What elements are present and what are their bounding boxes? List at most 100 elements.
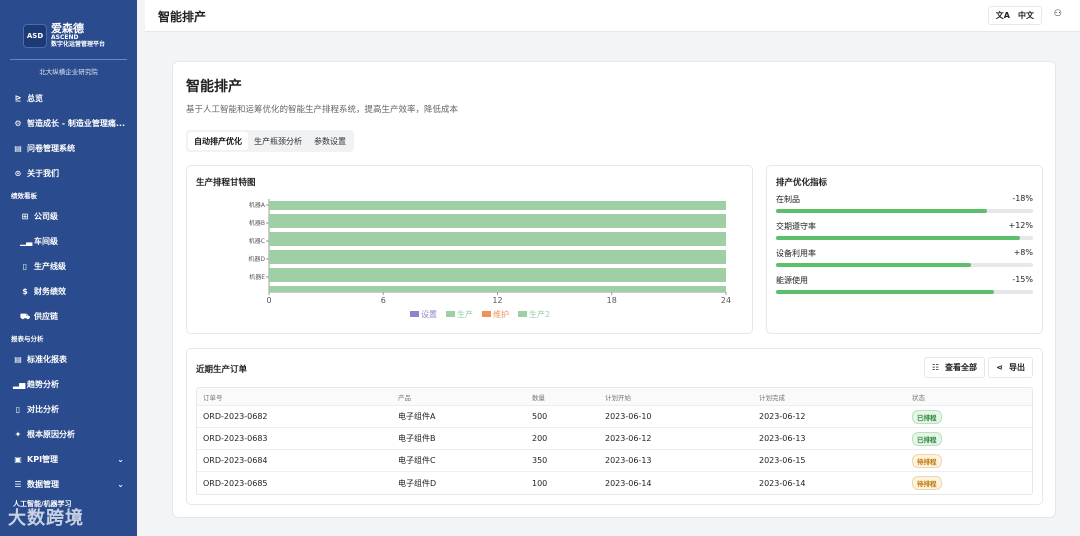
sidebar-item-standard-report[interactable]: ▤ 标准化报表 bbox=[0, 347, 137, 372]
sidebar-item-label: 关于我们 bbox=[27, 169, 59, 178]
bar-production2 bbox=[269, 268, 726, 274]
export-button[interactable]: ⋖ 导出 bbox=[988, 357, 1033, 378]
sidebar-item-line[interactable]: ▯ 生产线级 bbox=[0, 254, 137, 279]
chevron-down-icon: ⌄ bbox=[117, 455, 124, 464]
brand-name: 爱森德 bbox=[51, 21, 84, 35]
planned-end: 2023-06-15 bbox=[759, 456, 806, 465]
metric-utilization: 设备利用率 +8% bbox=[776, 248, 1033, 267]
section-performance: 绩效看板 bbox=[11, 192, 37, 200]
bar-production2 bbox=[269, 250, 726, 256]
metric-label: 能源使用 bbox=[776, 276, 808, 285]
sidebar-item-supply[interactable]: ⛟ 供应链 bbox=[0, 304, 137, 329]
product: 电子组件C bbox=[398, 456, 436, 465]
sidebar-item-manufacturing[interactable]: ⚙ 智造成长 - 制造业管理痛... bbox=[0, 111, 137, 136]
sidebar-item-finance[interactable]: $ 财务绩效 bbox=[0, 279, 137, 304]
column-header: 数量 bbox=[532, 393, 545, 402]
kpi-icon: ▣ bbox=[14, 455, 22, 464]
table-row[interactable]: ORD-2023-0684 电子组件C 350 2023-06-13 2023-… bbox=[197, 450, 1032, 472]
gantt-panel: 生产排程甘特图 机器A 机器B 机器C 机器D 机器E 0 6 12 18 24 设置 生产 维护 生产2 bbox=[186, 165, 753, 334]
metric-bar-fill bbox=[776, 236, 1021, 240]
settings-icon: ⚙ bbox=[14, 119, 22, 128]
orders-panel: 近期生产订单 ☷ 查看全部 ⋖ 导出 订单号 产品 数量 计划开始 计划完成 状态 … bbox=[186, 348, 1043, 505]
status-badge: 已排程 bbox=[912, 409, 942, 424]
top-header: 智能排产 文A 中文 ⚇ bbox=[145, 0, 1080, 32]
orders-title: 近期生产订单 bbox=[196, 365, 248, 375]
x-tick-label: 6 bbox=[381, 296, 386, 305]
tab-parameters[interactable]: 参数设置 bbox=[314, 136, 346, 146]
metric-delivery: 交期遵守率 +12% bbox=[776, 221, 1033, 240]
brand-en: ASCEND bbox=[51, 34, 79, 42]
sidebar-item-about[interactable]: ⊙ 关于我们 bbox=[0, 161, 137, 186]
column-header: 计划开始 bbox=[605, 393, 631, 402]
sidebar-item-company[interactable]: ⊞ 公司级 bbox=[0, 204, 137, 229]
table-row[interactable]: ORD-2023-0682 电子组件A 500 2023-06-10 2023-… bbox=[197, 406, 1032, 428]
language-button[interactable]: 文A 中文 bbox=[987, 6, 1042, 25]
x-tick-label: 12 bbox=[492, 296, 502, 305]
quantity: 350 bbox=[532, 456, 548, 465]
header-title: 智能排产 bbox=[158, 10, 207, 24]
sidebar-item-label: KPI管理 bbox=[27, 455, 59, 464]
sidebar-item-label: 总览 bbox=[27, 94, 43, 103]
sidebar-item-label: 公司级 bbox=[34, 212, 58, 221]
page-title: 智能排产 bbox=[186, 79, 242, 95]
product: 电子组件D bbox=[398, 478, 437, 488]
legend-label: 生产 bbox=[457, 309, 473, 319]
chevron-down-icon: ⌄ bbox=[117, 480, 124, 489]
column-header: 订单号 bbox=[203, 393, 223, 402]
metric-value: -18% bbox=[1012, 194, 1033, 203]
view-all-button[interactable]: ☷ 查看全部 bbox=[923, 357, 985, 378]
tab-bottleneck[interactable]: 生产瓶颈分析 bbox=[254, 136, 302, 146]
metric-bar bbox=[776, 290, 1033, 294]
legend-label: 设置 bbox=[421, 309, 437, 319]
share-icon: ⋖ bbox=[996, 363, 1003, 372]
status-badge: 待排程 bbox=[912, 453, 942, 468]
sidebar-item-label: 标准化报表 bbox=[27, 355, 67, 364]
bar-production2 bbox=[269, 214, 726, 220]
metric-bar-fill bbox=[776, 290, 995, 294]
sidebar-item-label: 生产线级 bbox=[34, 262, 66, 271]
sidebar-item-survey[interactable]: ▤ 问卷管理系统 bbox=[0, 136, 137, 161]
planned-start: 2023-06-12 bbox=[605, 434, 652, 443]
legend-swatch bbox=[446, 311, 455, 317]
sidebar-item-overview[interactable]: ⊵ 总览 bbox=[0, 86, 137, 111]
quantity: 500 bbox=[532, 412, 548, 421]
brand: ASD 爱森德 ASCEND 数字化运营管理平台 bbox=[0, 0, 137, 56]
sidebar-item-label: 根本原因分析 bbox=[27, 430, 75, 439]
tab-auto-schedule[interactable]: 自动排产优化 bbox=[188, 132, 248, 150]
product: 电子组件A bbox=[398, 412, 436, 421]
column-header: 产品 bbox=[398, 393, 411, 402]
user-icon[interactable]: ⚇ bbox=[1053, 9, 1062, 19]
sidebar-item-root-cause[interactable]: ✦ 根本原因分析 bbox=[0, 422, 137, 447]
legend-swatch bbox=[410, 311, 419, 317]
sidebar-item-compare[interactable]: ▯ 对比分析 bbox=[0, 397, 137, 422]
orders-table: 订单号 产品 数量 计划开始 计划完成 状态 ORD-2023-0682 电子组… bbox=[196, 387, 1033, 495]
tabs: 自动排产优化 生产瓶颈分析 参数设置 bbox=[186, 130, 354, 152]
metric-bar-fill bbox=[776, 263, 972, 267]
sidebar-item-workshop[interactable]: ▁▃ 车间级 bbox=[0, 229, 137, 254]
info-icon: ⊙ bbox=[14, 169, 22, 178]
planned-start: 2023-06-10 bbox=[605, 412, 652, 421]
translate-icon: 文A bbox=[995, 11, 1010, 20]
metric-label: 交期遵守率 bbox=[776, 222, 816, 231]
table-row[interactable]: ORD-2023-0685 电子组件D 100 2023-06-14 2023-… bbox=[197, 472, 1032, 494]
survey-icon: ▤ bbox=[14, 144, 22, 153]
y-tick-label: 机器C bbox=[249, 237, 265, 245]
metric-bar bbox=[776, 263, 1033, 267]
column-header: 状态 bbox=[912, 393, 925, 402]
sidebar-item-ai[interactable]: 人工智能/机器学习 bbox=[0, 497, 137, 511]
chart-icon: ⊵ bbox=[14, 94, 22, 103]
order-id: ORD-2023-0684 bbox=[203, 456, 268, 465]
sidebar-item-data[interactable]: ☰ 数据管理 ⌄ bbox=[0, 472, 137, 497]
metric-wip: 在制品 -18% bbox=[776, 194, 1033, 213]
brand-logo: ASD bbox=[23, 24, 47, 48]
sidebar-item-trend[interactable]: ▂▅ 趋势分析 bbox=[0, 372, 137, 397]
bar-production bbox=[269, 201, 726, 210]
table-row[interactable]: ORD-2023-0683 电子组件B 200 2023-06-12 2023-… bbox=[197, 428, 1032, 450]
metric-bar bbox=[776, 236, 1033, 240]
x-tick-label: 18 bbox=[607, 296, 617, 305]
metric-value: +8% bbox=[1013, 248, 1033, 257]
sidebar-item-label: 对比分析 bbox=[27, 405, 59, 414]
metric-label: 在制品 bbox=[776, 195, 800, 204]
sidebar-item-label: 问卷管理系统 bbox=[27, 144, 75, 153]
sidebar-item-kpi[interactable]: ▣ KPI管理 ⌄ bbox=[0, 447, 137, 472]
